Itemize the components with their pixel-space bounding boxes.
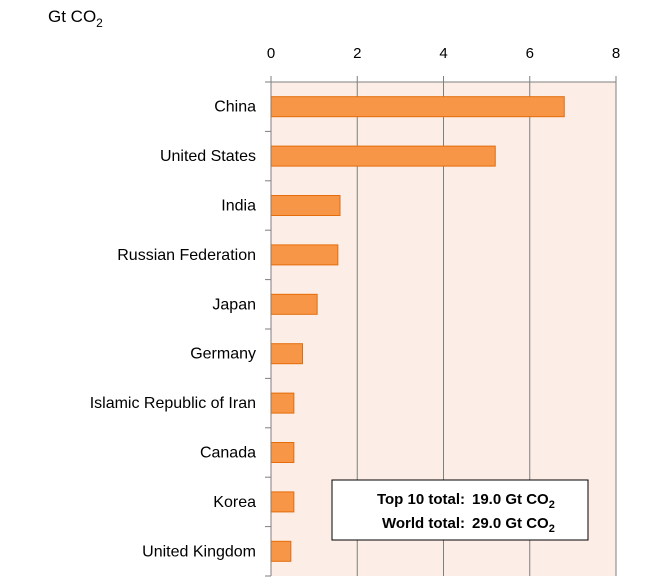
- category-label: India: [221, 198, 256, 215]
- bar: [270, 442, 295, 463]
- bar: [270, 540, 292, 562]
- bar: [270, 244, 339, 266]
- bar: [270, 195, 341, 216]
- summary-label: World total:: [382, 515, 465, 532]
- bar: [270, 491, 295, 513]
- summary-box-frame: [331, 479, 589, 541]
- x-tick-label: 4: [439, 45, 447, 62]
- category-label: Germany: [190, 346, 256, 363]
- bar: [270, 343, 303, 365]
- bar: [270, 392, 295, 414]
- x-axis: 0 2 4 6 8: [267, 45, 620, 83]
- category-label: United States: [160, 148, 256, 165]
- x-tick-label: 6: [526, 45, 534, 62]
- y-axis: China United States India Russian Federatio…: [90, 81, 272, 577]
- bar: [270, 145, 496, 167]
- category-label: Japan: [212, 296, 256, 313]
- summary-value: 19.0 Gt CO2: [472, 491, 555, 511]
- bar: [270, 293, 318, 315]
- summary-box: Top 10 total: 19.0 Gt CO2 World total: 29.0…: [331, 479, 589, 541]
- unit-label: Gt CO2: [48, 7, 103, 30]
- bar: [270, 96, 565, 118]
- summary-value: 29.0 Gt CO2: [472, 515, 555, 535]
- x-tick-label: 0: [267, 45, 275, 62]
- x-tick-label: 8: [612, 45, 620, 62]
- bars: [270, 96, 565, 562]
- summary-label: Top 10 total:: [377, 491, 465, 508]
- category-label: Islamic Republic of Iran: [90, 395, 256, 412]
- category-label: Korea: [213, 494, 256, 511]
- category-label: China: [214, 99, 256, 116]
- category-label: Russian Federation: [117, 247, 256, 264]
- x-tick-label: 2: [353, 45, 361, 62]
- category-label: Canada: [200, 445, 256, 462]
- category-label: United Kingdom: [142, 543, 256, 560]
